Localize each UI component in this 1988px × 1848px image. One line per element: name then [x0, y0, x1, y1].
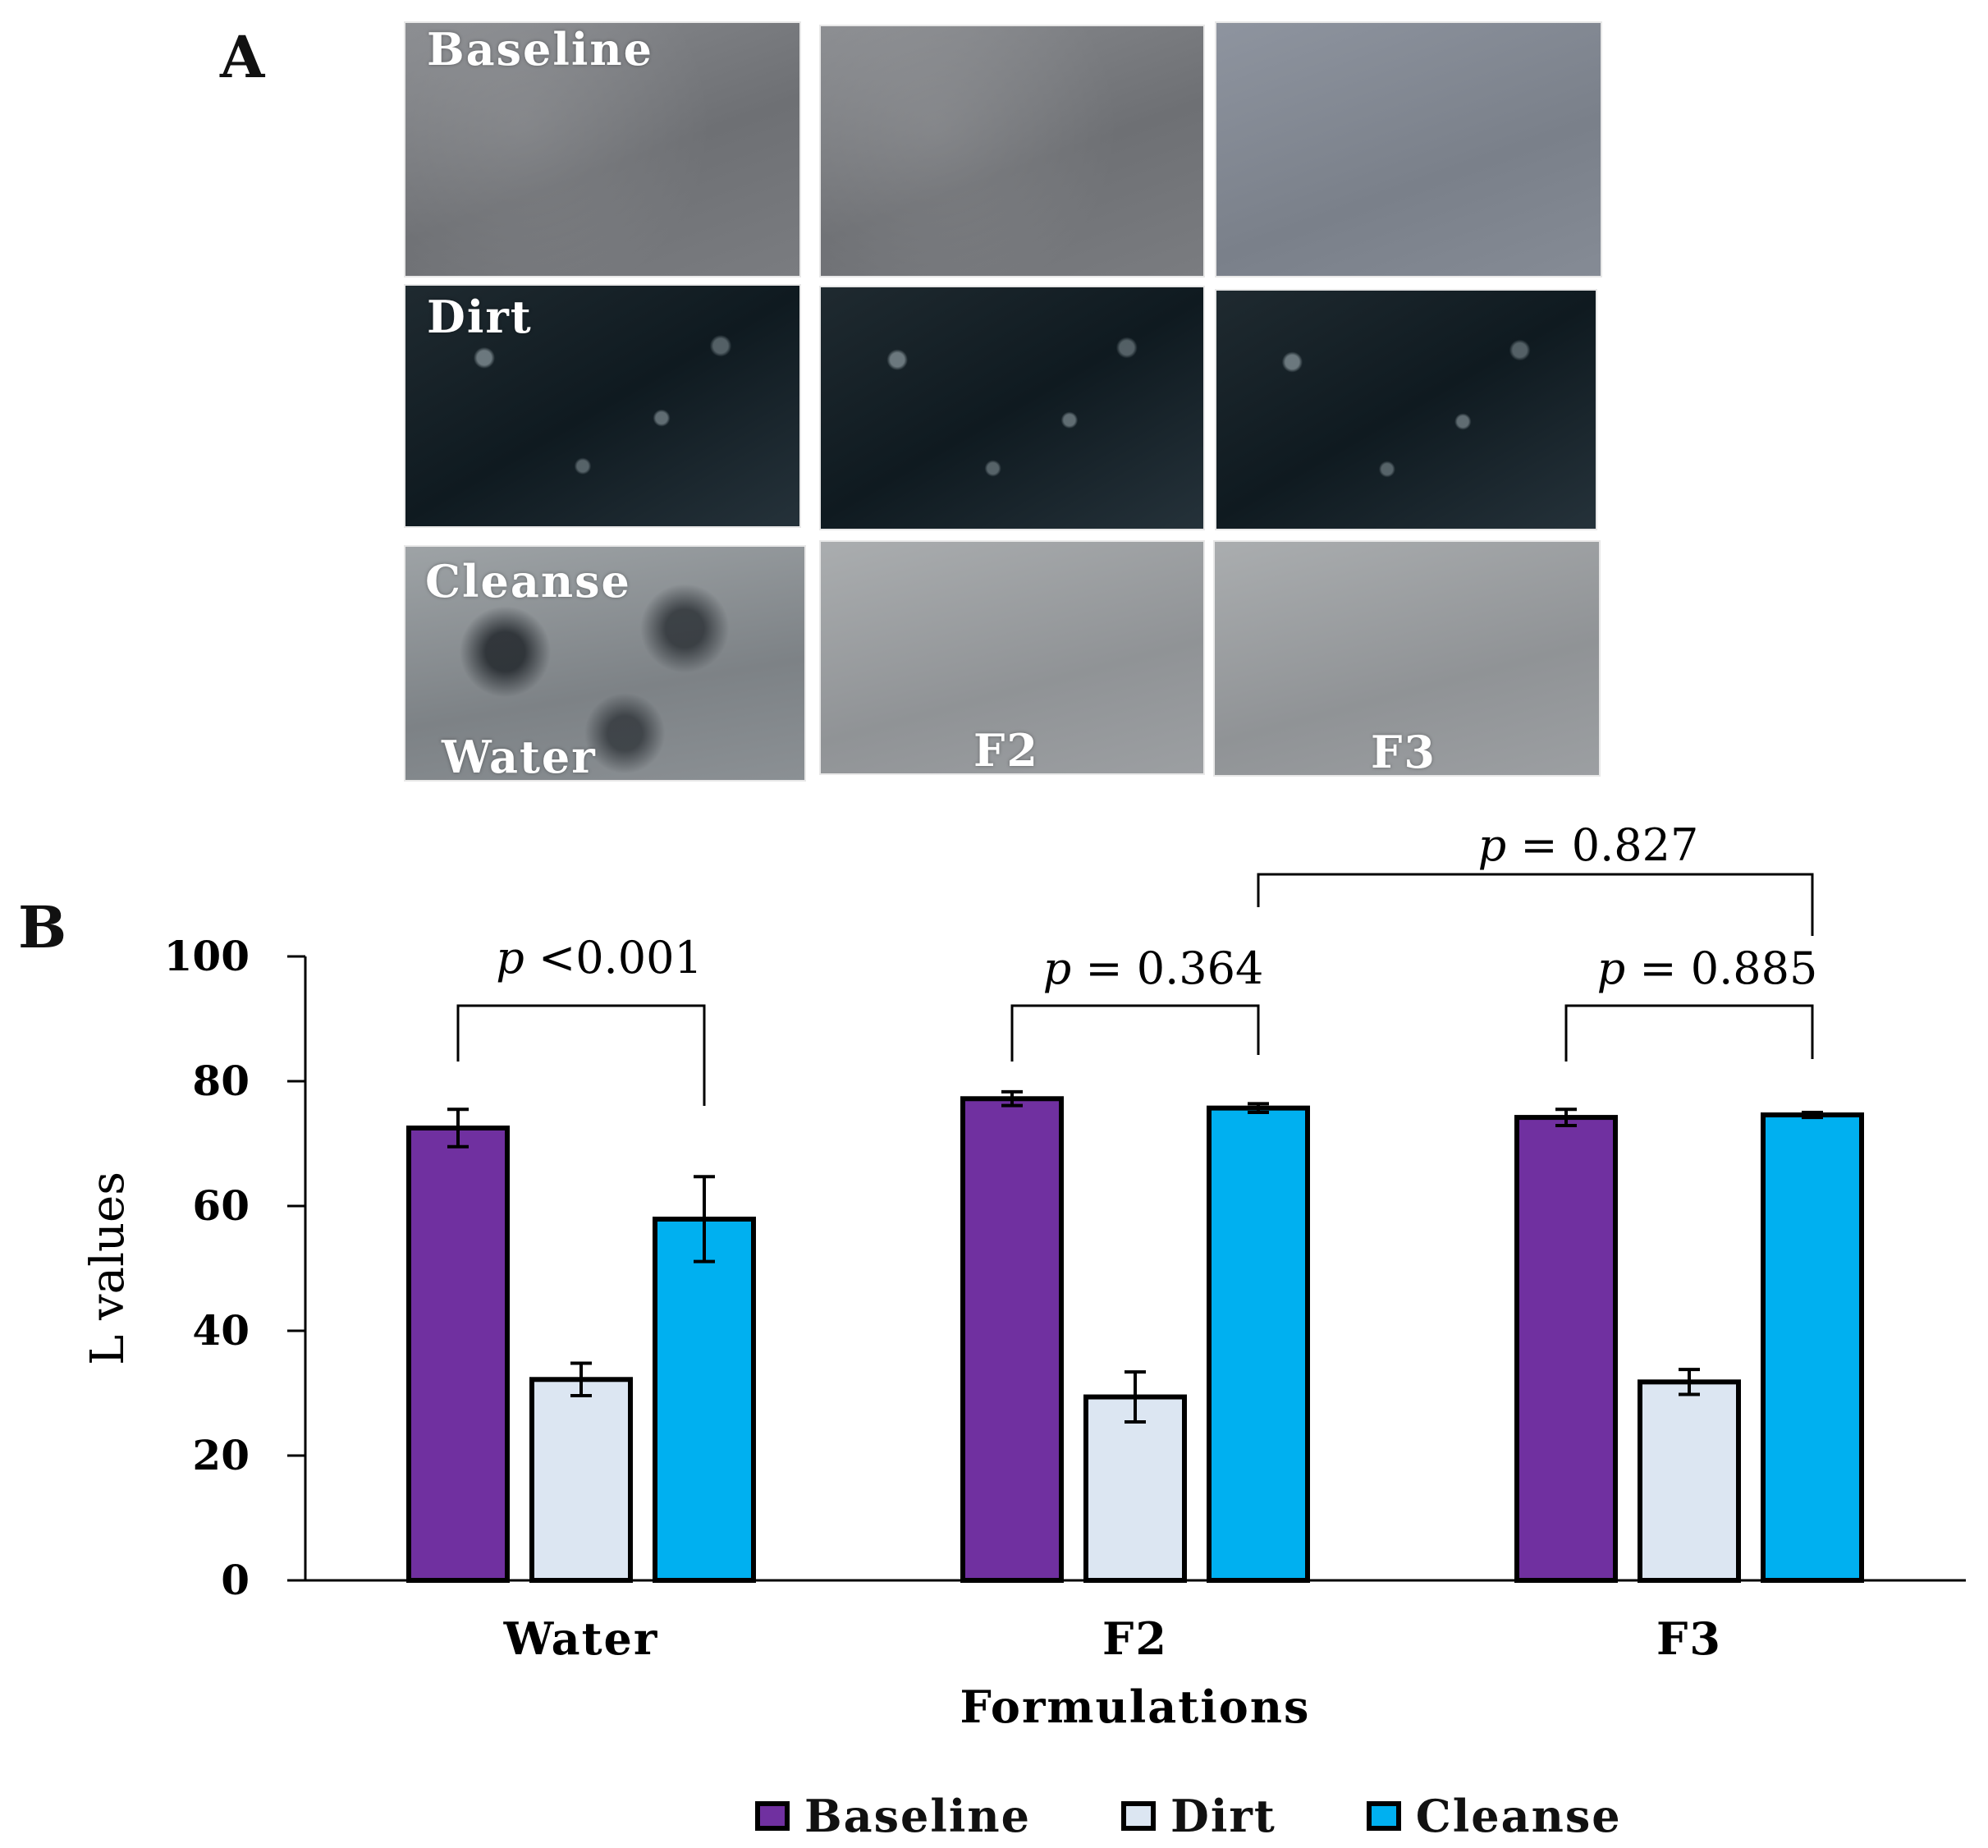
legend: Baseline Dirt Cleanse: [755, 1790, 1622, 1842]
column-label-f2: F2: [973, 724, 1039, 775]
bar-baseline-f2: [960, 1096, 1064, 1583]
legend-swatch-dirt: [1121, 1801, 1157, 1831]
bar-dirt-f2: [1083, 1394, 1187, 1584]
p-value-label: p <0.001: [496, 932, 703, 984]
p-value-label: p = 0.827: [1478, 819, 1699, 871]
error-bars: [447, 1089, 1823, 1424]
y-tick-label: 60: [192, 1181, 250, 1230]
p-value-label: p = 0.885: [1597, 942, 1818, 994]
bar-cleanse-water: [653, 1216, 756, 1583]
row-label-baseline: Baseline: [427, 23, 654, 76]
photo-baseline-f2: [819, 25, 1205, 277]
panel-a-letter: A: [220, 23, 265, 91]
significance-bracket: [456, 1004, 706, 1106]
bar-baseline-f3: [1514, 1115, 1618, 1583]
photo-cleanse-f2: F2: [819, 540, 1205, 775]
bar-dirt-water: [529, 1377, 633, 1584]
bar-baseline-water: [406, 1126, 510, 1583]
photo-dirt-water: Dirt: [404, 284, 801, 528]
y-tick-label: 100: [164, 932, 250, 980]
significance-bracket: [1010, 1004, 1260, 1062]
y-axis: 0 20 40 60 80 100 L values: [81, 932, 307, 1604]
x-tick-label: Water: [503, 1612, 659, 1665]
x-axis: Water F2 F3 Formulations: [287, 1579, 1966, 1733]
legend-label-dirt: Dirt: [1170, 1790, 1276, 1842]
y-tick-label: 0: [221, 1556, 250, 1604]
legend-label-cleanse: Cleanse: [1415, 1790, 1622, 1842]
photo-baseline-f3: [1215, 21, 1602, 277]
legend-label-baseline: Baseline: [804, 1790, 1032, 1842]
bar-cleanse-f2: [1207, 1105, 1310, 1584]
photo-cleanse-water: Cleanse Water: [404, 545, 806, 782]
row-label-cleanse: Cleanse: [425, 555, 631, 608]
y-tick-label: 80: [192, 1057, 250, 1105]
bar-dirt-f3: [1638, 1379, 1741, 1583]
legend-swatch-cleanse: [1366, 1801, 1401, 1831]
x-axis-title: Formulations: [960, 1681, 1311, 1733]
y-tick-label: 40: [192, 1306, 250, 1355]
x-tick-label: F3: [1656, 1612, 1722, 1665]
p-value-label: p = 0.364: [1043, 942, 1264, 994]
y-tick-label: 20: [192, 1431, 250, 1479]
photo-dirt-f3: [1215, 289, 1597, 530]
photo-baseline-water: Baseline: [404, 21, 801, 277]
row-label-dirt: Dirt: [427, 291, 533, 343]
significance-brackets: p <0.001 p = 0.364 p = 0.885 p = 0.827: [456, 819, 1818, 1106]
x-tick-label: F2: [1102, 1612, 1168, 1665]
bar-cleanse-f3: [1761, 1112, 1864, 1584]
y-axis-title: L values: [81, 1172, 135, 1365]
panel-b-letter: B: [18, 893, 67, 961]
bars: [406, 1096, 1864, 1584]
photo-dirt-f2: [819, 286, 1205, 530]
significance-bracket: [1564, 1004, 1814, 1062]
legend-item-baseline: Baseline: [755, 1790, 1031, 1842]
legend-item-cleanse: Cleanse: [1366, 1790, 1622, 1842]
column-label-f3: F3: [1371, 726, 1436, 777]
photo-cleanse-f3: F3: [1213, 540, 1601, 777]
legend-swatch-baseline: [755, 1801, 790, 1831]
column-label-water: Water: [442, 731, 597, 782]
significance-bracket: [1257, 873, 1814, 936]
legend-item-dirt: Dirt: [1121, 1790, 1276, 1842]
